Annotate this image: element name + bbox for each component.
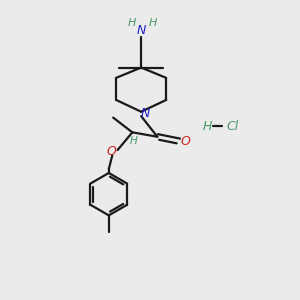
Text: Cl: Cl [226, 120, 238, 133]
Text: H: H [203, 120, 212, 133]
Text: N: N [136, 24, 146, 37]
Text: O: O [106, 145, 116, 158]
Text: H: H [149, 18, 157, 28]
Text: H: H [128, 18, 136, 28]
Text: O: O [181, 135, 191, 148]
Text: N: N [141, 107, 150, 120]
Text: H: H [130, 136, 138, 146]
